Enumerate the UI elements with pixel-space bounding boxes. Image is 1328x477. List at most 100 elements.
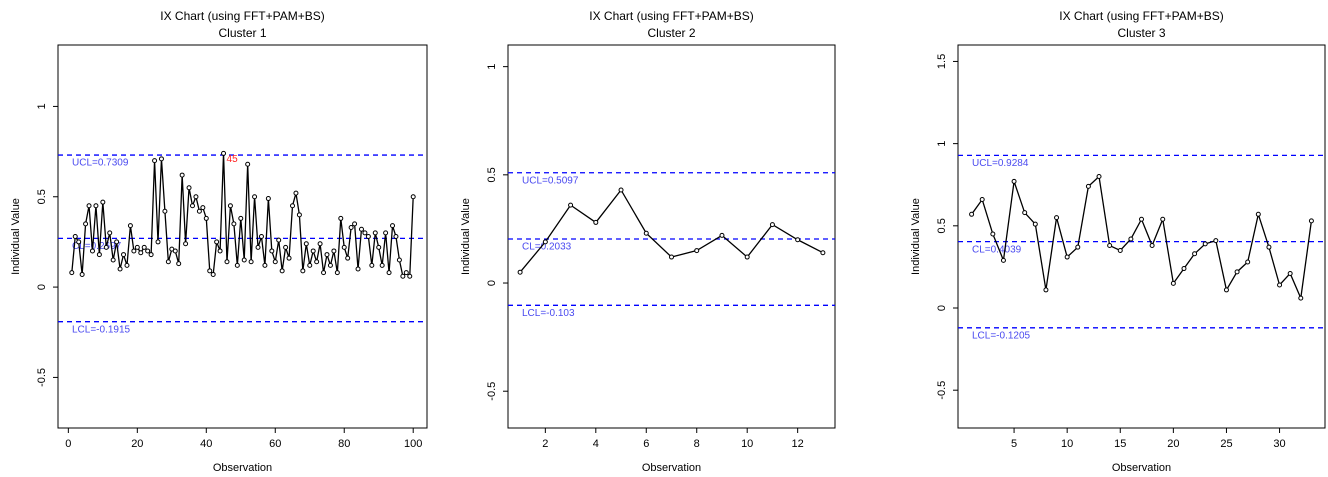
data-point <box>179 172 185 178</box>
data-point <box>390 223 396 229</box>
data-point <box>694 248 700 254</box>
data-point <box>355 266 361 272</box>
data-point <box>400 273 406 279</box>
data-point <box>83 221 89 227</box>
data-point <box>293 190 299 196</box>
data-point <box>265 196 271 202</box>
data-point <box>283 244 289 250</box>
data-point <box>262 262 268 268</box>
data-point <box>1308 218 1314 224</box>
data-point <box>979 197 985 203</box>
y-tick-label: 0.5 <box>36 189 48 204</box>
data-point <box>1107 243 1113 249</box>
data-point <box>1181 266 1187 272</box>
data-point <box>358 226 364 232</box>
data-point <box>1255 211 1261 217</box>
data-line <box>519 188 824 273</box>
data-point <box>134 244 140 250</box>
data-point <box>568 202 574 208</box>
data-point <box>517 269 523 275</box>
data-point <box>1011 178 1017 184</box>
data-point <box>369 262 375 268</box>
y-tick-label: 1 <box>936 141 948 147</box>
data-point <box>189 203 195 209</box>
data-point <box>795 237 801 243</box>
data-point <box>719 232 725 238</box>
data-point <box>403 270 409 276</box>
data-point <box>1234 269 1240 275</box>
control-limit-label: UCL=0.7309 <box>72 158 129 169</box>
data-point <box>317 241 323 247</box>
y-axis-label: Individual Value <box>910 198 922 275</box>
data-point <box>1213 238 1219 244</box>
data-point <box>307 262 313 268</box>
x-axis-label: Observation <box>642 462 701 474</box>
x-tick-label: 15 <box>1114 438 1126 450</box>
data-point <box>542 239 548 245</box>
control-limit-label: LCL=-0.1915 <box>72 324 131 335</box>
data-point <box>338 215 344 221</box>
data-point <box>200 205 206 211</box>
data-point <box>314 259 320 265</box>
data-point <box>89 248 95 254</box>
data-point <box>227 203 233 209</box>
x-tick-label: 30 <box>1273 438 1285 450</box>
data-point <box>321 270 327 276</box>
data-point <box>96 252 102 258</box>
x-tick-label: 10 <box>741 438 753 450</box>
data-point <box>138 250 144 256</box>
x-tick-label: 4 <box>593 438 599 450</box>
data-point <box>121 252 127 258</box>
data-point <box>1223 287 1229 293</box>
data-point <box>124 262 130 268</box>
plot-frame <box>507 44 836 429</box>
data-point <box>114 239 120 245</box>
data-point <box>117 266 123 272</box>
data-point <box>110 257 116 263</box>
data-point <box>1202 241 1208 247</box>
data-point <box>176 261 182 267</box>
data-point <box>214 239 220 245</box>
chart-title: IX Chart (using FFT+PAM+BS) <box>1059 9 1224 23</box>
data-point <box>224 259 230 265</box>
data-point <box>131 248 137 254</box>
data-point <box>300 268 306 274</box>
x-tick-label: 20 <box>131 438 143 450</box>
plot-frame <box>57 44 428 429</box>
y-axis-label: Individual Value <box>460 198 472 275</box>
x-tick-label: 40 <box>200 438 212 450</box>
x-tick-label: 60 <box>269 438 281 450</box>
y-tick-label: 0 <box>36 284 48 290</box>
data-line <box>71 153 414 278</box>
data-point <box>196 208 202 214</box>
data-point <box>290 203 296 209</box>
chart-title: IX Chart (using FFT+PAM+BS) <box>589 9 754 23</box>
x-axis-label: Observation <box>1112 462 1171 474</box>
y-tick-label: 0 <box>936 305 948 311</box>
data-point <box>1043 287 1049 293</box>
data-point <box>362 230 368 236</box>
chart-subtitle: Cluster 1 <box>218 26 266 40</box>
data-point <box>379 262 385 268</box>
data-point <box>341 244 347 250</box>
data-point <box>618 187 624 193</box>
data-point <box>203 215 209 221</box>
x-tick-label: 12 <box>792 438 804 450</box>
data-point <box>1064 254 1070 260</box>
y-tick-label: 0 <box>486 280 498 286</box>
data-point <box>1277 282 1283 288</box>
plot-frame <box>957 44 1326 429</box>
data-point <box>744 254 750 260</box>
data-point <box>1192 251 1198 257</box>
data-point <box>1096 174 1102 180</box>
data-point <box>331 248 337 254</box>
point-annotation: 45 <box>227 154 239 165</box>
data-point <box>100 199 106 205</box>
data-point <box>165 259 171 265</box>
data-point <box>269 248 275 254</box>
data-point <box>207 268 213 274</box>
data-point <box>272 259 278 265</box>
data-point <box>217 248 223 254</box>
y-tick-label: 0.5 <box>936 218 948 233</box>
